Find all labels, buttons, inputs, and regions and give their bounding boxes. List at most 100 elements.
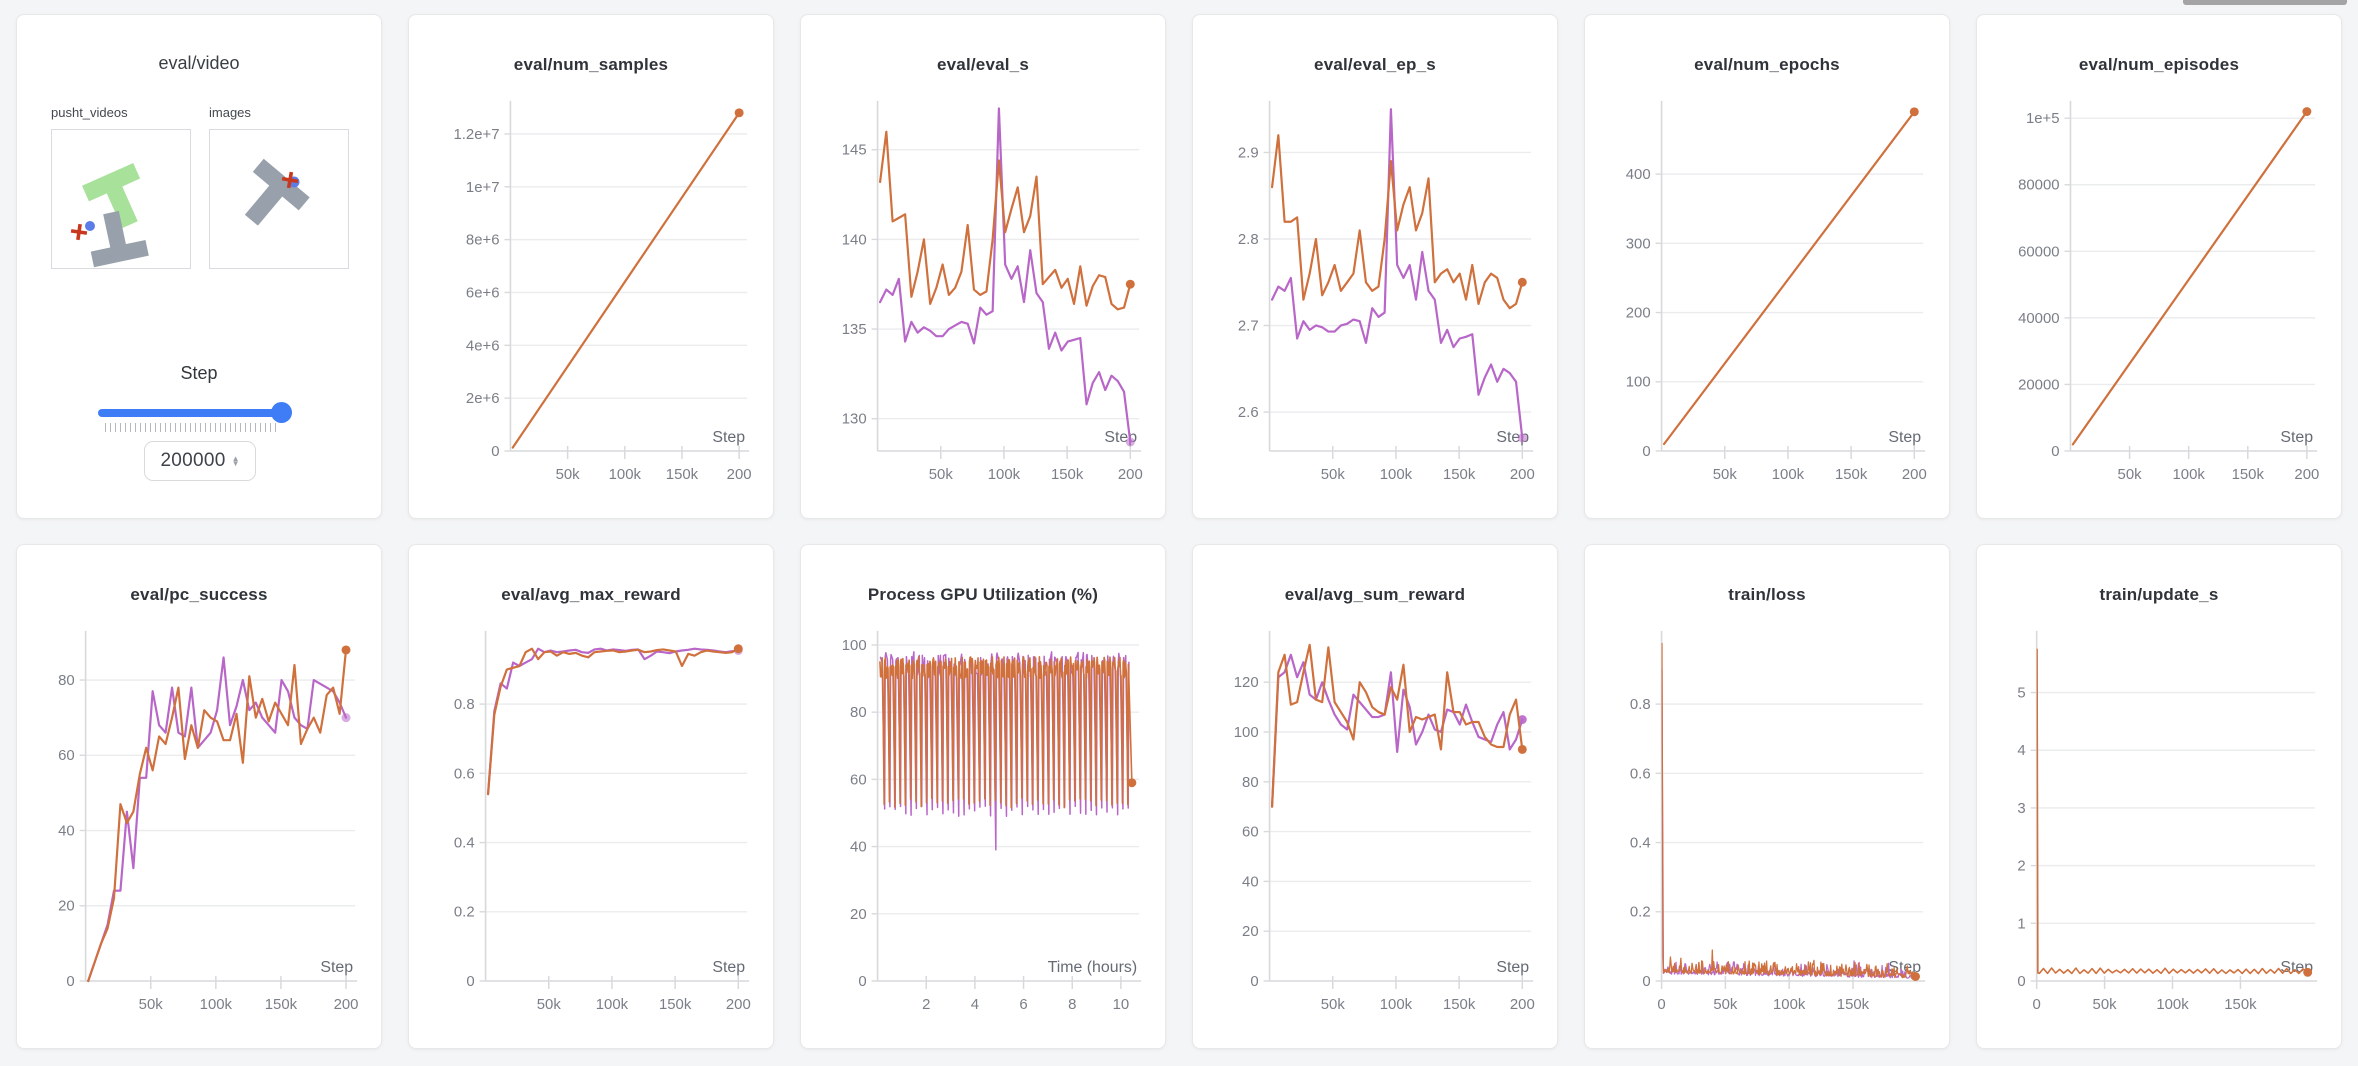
svg-text:Time (hours): Time (hours) [1048, 959, 1138, 976]
svg-text:0: 0 [1642, 974, 1650, 990]
svg-text:5: 5 [2017, 686, 2025, 702]
step-value: 200000 [160, 450, 226, 471]
svg-text:Step: Step [712, 429, 745, 446]
svg-text:200: 200 [726, 997, 751, 1013]
chart-title: eval/num_epochs [1694, 55, 1840, 74]
svg-text:0: 0 [1642, 444, 1650, 460]
svg-text:140: 140 [842, 232, 867, 248]
horizontal-scrollbar-thumb[interactable] [2183, 0, 2347, 5]
svg-text:135: 135 [842, 322, 867, 338]
target-cross-icon [281, 171, 299, 189]
svg-text:8e+6: 8e+6 [466, 233, 500, 249]
svg-text:60000: 60000 [2018, 244, 2059, 260]
svg-text:4e+6: 4e+6 [466, 338, 500, 354]
svg-text:0.6: 0.6 [1630, 766, 1651, 782]
chart-panel-train-loss: train/loss 0 0.2 0.4 0.6 0.8 0 50k 100k 150k Step [1584, 544, 1950, 1049]
chart-plot[interactable]: 0 20 40 60 80 100 120 50k 100k 150k 200 Step [1193, 545, 1557, 1048]
svg-text:150k: 150k [666, 467, 699, 483]
svg-text:150k: 150k [659, 997, 692, 1013]
svg-text:60: 60 [1242, 825, 1259, 841]
svg-text:50k: 50k [2093, 997, 2118, 1013]
svg-text:100k: 100k [2156, 997, 2189, 1013]
svg-text:100k: 100k [609, 467, 642, 483]
svg-text:1.2e+7: 1.2e+7 [453, 127, 499, 143]
svg-text:20: 20 [850, 907, 867, 923]
svg-text:60: 60 [850, 772, 867, 788]
svg-text:0: 0 [66, 974, 74, 990]
svg-text:100k: 100k [200, 997, 233, 1013]
svg-text:50k: 50k [2118, 467, 2143, 483]
svg-text:Step: Step [712, 959, 745, 976]
svg-text:2.9: 2.9 [1238, 145, 1259, 161]
svg-text:50k: 50k [537, 997, 562, 1013]
step-slider-thumb[interactable] [271, 402, 292, 423]
svg-text:4: 4 [2017, 743, 2025, 759]
chart-plot[interactable]: 0 20000 40000 60000 80000 1e+5 50k 100k 150k 200 S… [1977, 15, 2341, 518]
svg-text:0.2: 0.2 [1630, 905, 1651, 921]
chart-plot[interactable]: 0 100 200 300 400 50k 100k 150k 200 Step [1585, 15, 1949, 518]
svg-text:Step: Step [1888, 429, 1921, 446]
step-number-input[interactable]: 200000 ▲ ▼ [144, 441, 256, 481]
svg-text:20: 20 [58, 899, 75, 915]
media-thumbnail-images[interactable] [209, 129, 349, 269]
svg-text:50k: 50k [1713, 997, 1738, 1013]
target-cross-icon [70, 223, 88, 241]
media-panel-eval-video: eval/video pusht_videos images [16, 14, 382, 519]
svg-text:0: 0 [858, 974, 866, 990]
svg-text:150k: 150k [1443, 997, 1476, 1013]
svg-text:1: 1 [2017, 916, 2025, 932]
media-panel-title: eval/video [158, 53, 240, 73]
svg-text:50k: 50k [1321, 467, 1346, 483]
svg-text:6: 6 [1019, 997, 1027, 1013]
chart-plot[interactable]: 0 20 40 60 80 50k 100k 150k 200 Step [17, 545, 381, 1048]
pusht-goal-t-icon [82, 163, 141, 229]
stepper-arrows-icon[interactable]: ▲ ▼ [231, 454, 240, 468]
svg-text:0.6: 0.6 [454, 766, 475, 782]
chart-title: eval/num_episodes [2078, 55, 2240, 74]
chart-title: Process GPU Utilization (%) [867, 585, 1099, 604]
svg-text:200: 200 [1902, 467, 1927, 483]
chart-panel-eval-pc-success: eval/pc_success 0 20 40 60 80 50k 100k 150k 200 S… [16, 544, 382, 1049]
svg-text:0: 0 [1657, 997, 1665, 1013]
svg-text:150k: 150k [2232, 467, 2265, 483]
svg-text:100k: 100k [988, 467, 1021, 483]
svg-text:50k: 50k [1713, 467, 1738, 483]
svg-text:0: 0 [466, 974, 474, 990]
svg-text:1e+5: 1e+5 [2026, 111, 2060, 127]
step-slider-track[interactable] [98, 409, 291, 417]
svg-text:4: 4 [971, 997, 979, 1013]
svg-text:145: 145 [842, 143, 867, 159]
svg-text:60: 60 [58, 748, 75, 764]
svg-text:0: 0 [2051, 444, 2059, 460]
svg-text:150k: 150k [1835, 467, 1868, 483]
chart-title: eval/pc_success [130, 585, 268, 604]
svg-text:200: 200 [1118, 467, 1143, 483]
svg-text:50k: 50k [556, 467, 581, 483]
chart-title: train/loss [1728, 585, 1806, 604]
svg-text:200: 200 [1510, 467, 1535, 483]
svg-text:3: 3 [2017, 801, 2025, 817]
chart-panel-eval-avg-max-reward: eval/avg_max_reward 0 0.2 0.4 0.6 0.8 50k 100k… [408, 544, 774, 1049]
svg-text:Step: Step [2280, 429, 2313, 446]
svg-text:40: 40 [58, 823, 75, 839]
svg-text:150k: 150k [1837, 997, 1870, 1013]
svg-text:40: 40 [1242, 874, 1259, 890]
svg-text:100: 100 [1234, 725, 1259, 741]
chart-panel-process-gpu-utilization: Process GPU Utilization (%) 0 20 40 60 80 100… [800, 544, 1166, 1049]
media-thumbnail-pusht-videos[interactable] [51, 129, 191, 269]
svg-text:50k: 50k [929, 467, 954, 483]
svg-text:6e+6: 6e+6 [466, 285, 500, 301]
svg-text:0.8: 0.8 [1630, 697, 1651, 713]
chart-plot[interactable]: 0 20 40 60 80 100 2 4 6 8 10 Time (hours) [801, 545, 1165, 1048]
chart-plot[interactable]: 0 0.2 0.4 0.6 0.8 50k 100k 150k 200 Step [409, 545, 773, 1048]
svg-text:50k: 50k [1321, 997, 1346, 1013]
svg-text:150k: 150k [1443, 467, 1476, 483]
chart-plot[interactable]: 0 2e+6 4e+6 6e+6 8e+6 1e+7 1.2e+7 50k 100k 150k 20… [409, 15, 773, 518]
chart-panel-eval-eval-ep-s: eval/eval_ep_s 2.6 2.7 2.8 2.9 50k 100k 150k 20… [1192, 14, 1558, 519]
svg-text:0.2: 0.2 [454, 905, 475, 921]
svg-text:100k: 100k [1773, 997, 1806, 1013]
